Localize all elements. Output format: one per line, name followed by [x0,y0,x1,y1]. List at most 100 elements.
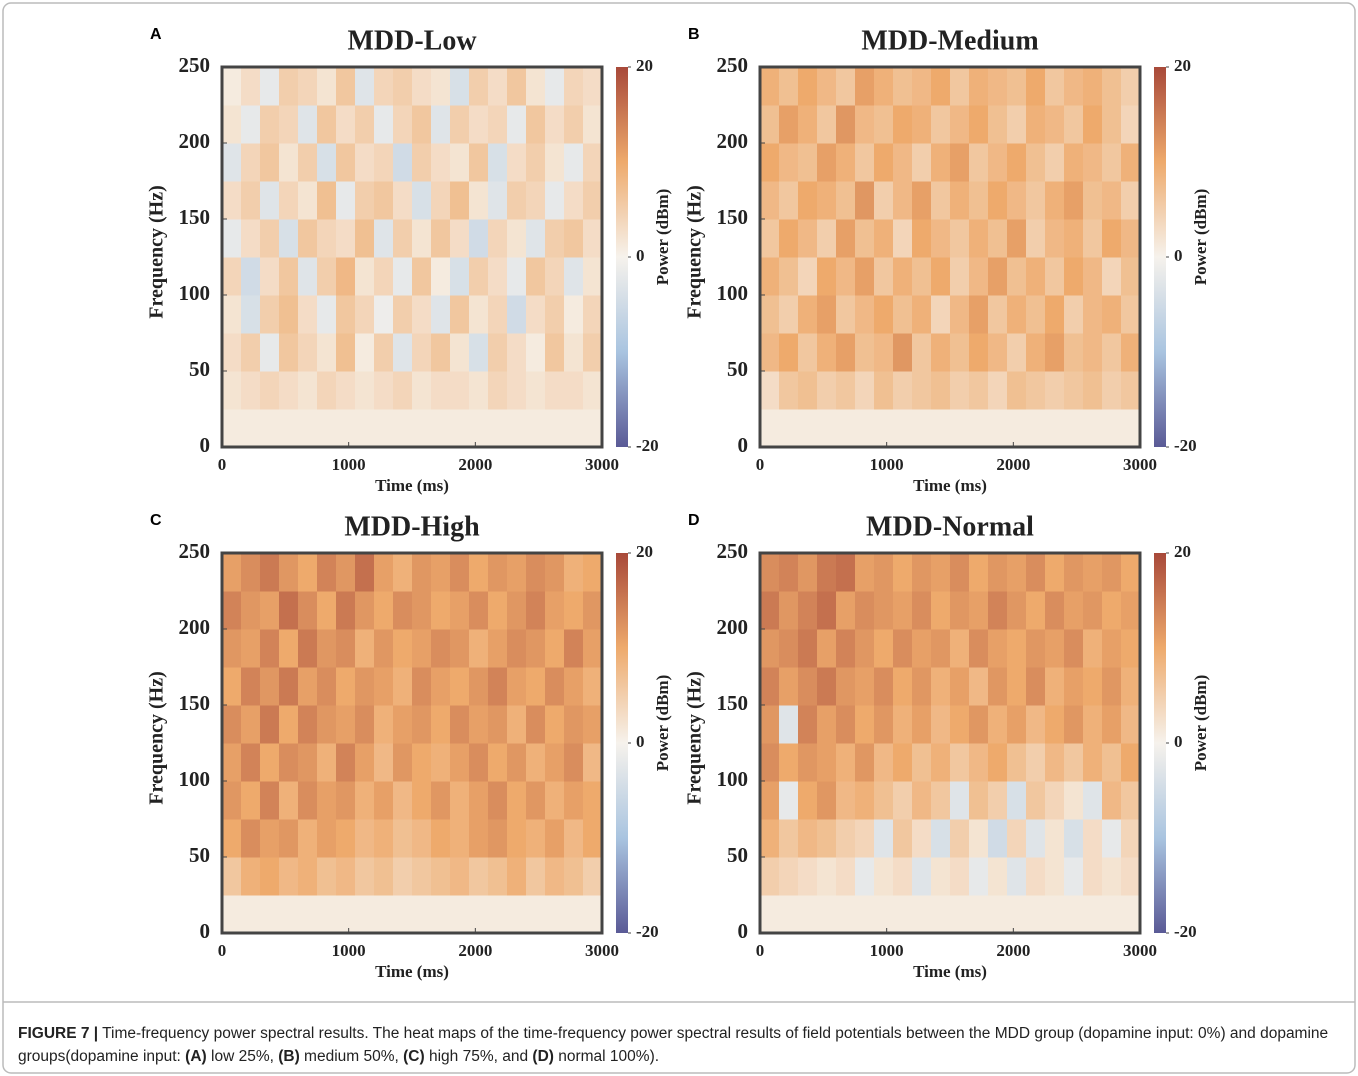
heatmap-cell [355,409,375,448]
heatmap-cell [545,371,565,410]
heatmap-cell [336,409,356,448]
heatmap-cell [298,895,318,934]
heatmap-cell [393,819,413,858]
y-tick-label: 150 [179,691,211,715]
heatmap-cell [1083,143,1103,182]
heatmap-cell [1102,67,1122,106]
colorbar-label: Power (dBm) [653,189,672,285]
heatmap-cell [1083,257,1103,296]
heatmap-cell [526,333,546,372]
heatmap-cell [431,591,451,630]
heatmap-cell [798,67,818,106]
heatmap-cell [1064,819,1084,858]
x-tick-label: 1000 [332,455,366,474]
heatmap-cell [412,667,432,706]
heatmap-cell [412,181,432,220]
heatmap-cell [355,295,375,334]
heatmap-cell [1045,857,1065,896]
heatmap-cell [798,219,818,258]
heatmap-cell [564,181,584,220]
heatmap-cell [545,143,565,182]
heatmap-cell [241,219,261,258]
caption-text: medium 50%, [299,1048,404,1065]
heatmap-cell [241,371,261,410]
heatmap-cell [241,857,261,896]
heatmap-cell [1064,333,1084,372]
heatmap-cell [779,295,799,334]
heatmap-cell [1102,705,1122,744]
heatmap-cell [412,409,432,448]
heatmap-cell [1045,143,1065,182]
colorbar [616,553,628,933]
heatmap-cell [836,371,856,410]
heatmap-cell [1083,857,1103,896]
x-tick-label: 2000 [996,941,1030,960]
heatmap-cell [874,743,894,782]
heatmap-cell [526,143,546,182]
heatmap-cell [317,409,337,448]
heatmap-cell [431,781,451,820]
heatmap-cell [469,257,489,296]
heatmap-cell [545,333,565,372]
heatmap-cell [526,409,546,448]
heatmap-cell [950,371,970,410]
heatmap-cell [1064,553,1084,592]
heatmap-cell [950,591,970,630]
heatmap-cell [931,371,951,410]
x-tick-label: 2000 [996,455,1030,474]
heatmap-cell [469,781,489,820]
heatmap-cell [374,591,394,630]
heatmap-cell [950,819,970,858]
heatmap-cell [583,295,603,334]
heatmap-cell [450,591,470,630]
heatmap-cell [912,667,932,706]
heatmap-cell [583,895,603,934]
heatmap-cell [798,895,818,934]
heatmap-cell [450,143,470,182]
heatmap-cell [969,219,989,258]
heatmap-cell [779,181,799,220]
heatmap-cell [507,629,527,668]
heatmap-cell [336,781,356,820]
heatmap-cell [260,371,280,410]
heatmap-cell [1083,219,1103,258]
heatmap-cell [374,105,394,144]
heatmap-cell [1121,857,1141,896]
heatmap-cell [507,67,527,106]
colorbar-tick-label: -20 [1174,436,1197,455]
heatmap-cell [874,67,894,106]
heatmap-cell [583,409,603,448]
heatmap-cell [431,371,451,410]
heatmap-cell [260,705,280,744]
heatmap-cell [545,105,565,144]
heatmap-cell [1064,781,1084,820]
heatmap-cell [374,857,394,896]
heatmap-cell [1007,143,1027,182]
heatmap-cell [469,67,489,106]
heatmap-cell [564,743,584,782]
heatmap-cell [545,857,565,896]
y-tick-label: 150 [179,205,211,229]
colorbar [1154,553,1166,933]
heatmap-cell [298,105,318,144]
heatmap-cell [1026,409,1046,448]
heatmap-cell [355,781,375,820]
heatmap-cell [931,181,951,220]
heatmap-cell [469,105,489,144]
colorbar-tick-label: 20 [1174,56,1191,75]
heatmap-cell [222,629,242,668]
heatmap-cell [1121,219,1141,258]
heatmap-cell [1121,553,1141,592]
heatmap-cell [222,705,242,744]
heatmap-cell [222,333,242,372]
heatmap-cell [1083,553,1103,592]
heatmap-cell [393,295,413,334]
heatmap-cell [912,181,932,220]
heatmap-cell [355,333,375,372]
heatmap-cell [1045,371,1065,410]
heatmap-cell [988,553,1008,592]
heatmap-cell [1102,781,1122,820]
heatmap-cell [241,295,261,334]
heatmap-cell [412,629,432,668]
caption: FIGURE 7 | Time-frequency power spectral… [18,1022,1338,1068]
